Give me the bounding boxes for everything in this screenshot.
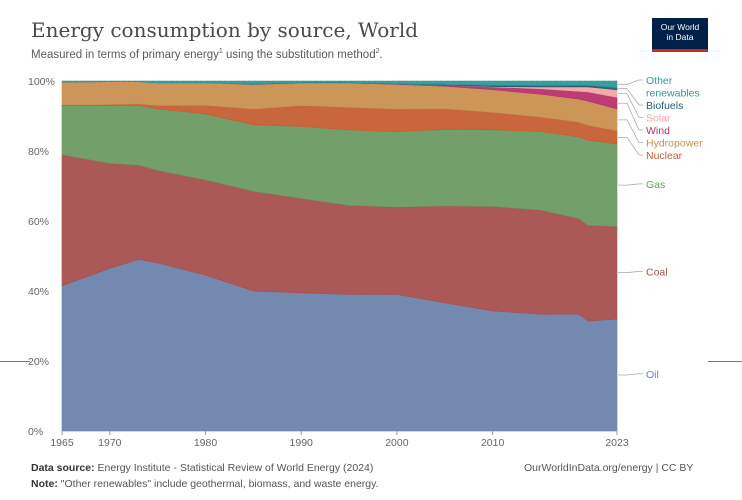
legend-connector-biofuels [618,88,643,106]
subtitle-text-start: Measured in terms of primary energy [31,48,219,61]
legend-label-line: Coal [646,266,668,278]
credit-link[interactable]: OurWorldInData.org/energy | CC BY [524,462,694,474]
y-tick-label: 20% [28,356,49,368]
x-tick-label: 2023 [605,437,629,449]
chart-note: Note: "Other renewables" include geother… [31,478,379,490]
owid-logo[interactable]: Our World in Data [652,18,708,52]
data-source: Data source: Energy Institute - Statisti… [31,462,373,474]
legend-label-line: Hydropower [646,138,703,150]
legend-label-other-renewables: Other renewables [646,75,700,100]
x-tick-label: 1970 [98,437,122,449]
chart-subtitle: Measured in terms of primary energy1 usi… [31,48,383,61]
subtitle-text-end: . [379,48,383,61]
legend-label-line: Other [646,75,673,87]
left-edge-line [0,361,30,362]
logo-line-2: in Data [666,32,694,42]
legend-connector-oil [618,373,643,376]
data-source-label: Data source: [31,462,95,474]
chart-title: Energy consumption by source, World [31,18,419,42]
legend-connector-hydropower [618,119,643,143]
y-tick-label: 40% [28,286,49,298]
note-label: Note: [31,478,58,490]
legend-label-coal: Coal [646,266,668,278]
x-tick-label: 2010 [481,437,505,449]
legend-connector-other-renewables [618,79,643,85]
legend-label-line: Wind [646,125,670,137]
logo-line-1: Our World [660,22,700,32]
legend-label-wind: Wind [646,125,670,137]
y-tick-label: 100% [28,76,55,88]
y-tick-label: 80% [28,146,49,158]
x-tick-label: 1980 [194,437,218,449]
legend-label-line: Solar [646,113,671,125]
data-source-text: Energy Institute - Statistical Review of… [94,462,374,474]
legend-label-line: Biofuels [646,100,683,112]
legend-label-line: Nuclear [646,150,683,162]
footnote-marker-1: 1 [218,48,223,55]
x-tick-label: 1990 [290,437,314,449]
x-tick-label: 2000 [385,437,409,449]
area-other-renewables [61,80,618,89]
note-text: "Other renewables" include geothermal, b… [57,478,379,490]
legend-label-line: Oil [646,369,659,381]
y-tick-label: 60% [28,216,49,228]
legend-label-biofuels: Biofuels [646,100,683,112]
legend-label-solar: Solar [646,113,671,125]
legend-label-hydropower: Hydropower [646,138,703,150]
legend-label-line: Gas [646,179,665,191]
right-edge-line [708,361,742,362]
subtitle-text-middle: using the substitution method [222,48,376,61]
legend-label-nuclear: Nuclear [646,150,683,162]
x-tick-label: 1965 [50,437,74,449]
legend-label-line: renewables [646,88,700,100]
y-tick-label: 0% [28,426,43,438]
legend-connector-solar [618,93,643,118]
legend-label-oil: Oil [646,369,659,381]
legend-label-gas: Gas [646,179,665,191]
legend-connector-coal [618,270,643,274]
legend-connector-nuclear [618,136,643,156]
legend-connector-gas [618,183,643,186]
footnote-marker-2: 2 [375,48,380,55]
legend-connector-wind [618,102,643,131]
